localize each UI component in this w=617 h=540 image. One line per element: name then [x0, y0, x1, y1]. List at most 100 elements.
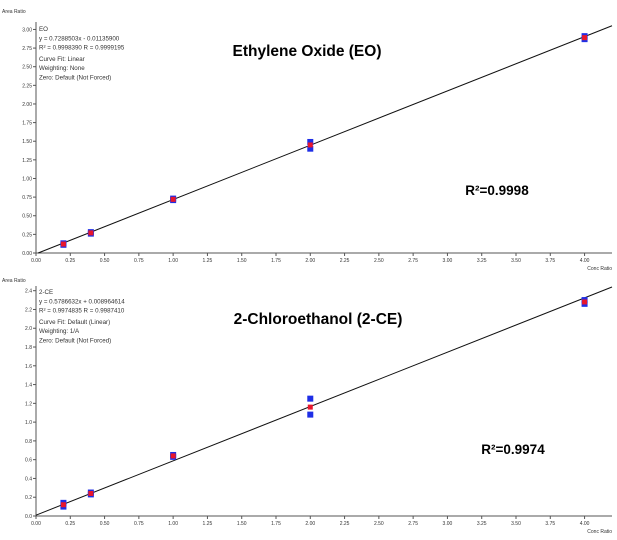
x-tick-label: 1.75 — [271, 521, 281, 527]
average-point — [307, 404, 313, 410]
y-tick-label: 1.50 — [22, 139, 32, 145]
x-tick-label: 0.00 — [31, 521, 41, 527]
x-tick-label: 4.00 — [580, 521, 590, 527]
x-tick-label: 1.50 — [237, 521, 247, 527]
y-tick-label: 2.4 — [25, 289, 32, 295]
y-tick-label: 1.2 — [25, 401, 32, 407]
x-tick-label: 3.50 — [511, 258, 521, 264]
average-point — [170, 453, 176, 459]
x-tick-label: 1.50 — [237, 258, 247, 264]
chart-title: 2-Chloroethanol (2-CE) — [234, 311, 403, 328]
fit-equation: y = 0.7288503x - 0.01135900 — [39, 35, 120, 42]
y-tick-label: 2.2 — [25, 307, 32, 313]
x-tick-label: 2.50 — [374, 258, 384, 264]
y-tick-label: 0.8 — [25, 439, 32, 445]
chart-panel-2: 0.0 0.2 0.4 0.6 0.8 1.0 1.2 1.4 1.6 1.8 2.0 2.2 2.4 0… — [2, 278, 612, 535]
calibration-point — [307, 411, 314, 418]
y-tick-label: 2.0 — [25, 326, 32, 332]
x-axis-label: Conc Ratio — [587, 266, 612, 272]
y-tick-label: 0.4 — [25, 476, 32, 482]
y-tick-label: 0.2 — [25, 495, 32, 501]
x-axis-label: Conc Ratio — [587, 529, 612, 535]
zero-option: Zero: Default (Not Forced) — [39, 75, 111, 82]
x-tick-label: 2.75 — [408, 521, 418, 527]
weighting-type: Weighting: None — [39, 65, 85, 72]
curve-fit-type: Curve Fit: Default (Linear) — [39, 319, 110, 326]
y-tick-label: 0.0 — [25, 514, 32, 520]
y-tick-label: 1.75 — [22, 121, 32, 127]
regression-line — [37, 25, 613, 254]
y-tick-label: 0.00 — [22, 251, 32, 257]
x-tick-label: 3.25 — [477, 258, 487, 264]
r-squared-line: R² = 0.9974835 R = 0.9987410 — [39, 308, 125, 315]
x-tick-label: 0.75 — [134, 521, 144, 527]
average-point — [60, 241, 66, 247]
y-tick-label: 0.25 — [22, 232, 32, 238]
y-tick-label: 3.00 — [22, 27, 32, 33]
x-tick-label: 1.75 — [271, 258, 281, 264]
x-tick-label: 0.50 — [100, 521, 110, 527]
x-tick-label: 3.00 — [443, 258, 453, 264]
average-point — [88, 490, 94, 496]
y-tick-label: 1.00 — [22, 176, 32, 182]
y-tick-label: 0.75 — [22, 195, 32, 201]
regression-line — [35, 286, 613, 516]
fit-equation: y = 0.5786632x + 0.008964614 — [39, 298, 125, 305]
zero-option: Zero: Default (Not Forced) — [39, 338, 111, 345]
y-tick-label: 0.6 — [25, 458, 32, 464]
y-axis-label: Area Ratio — [2, 278, 26, 284]
y-tick-label: 2.75 — [22, 46, 32, 52]
x-tick-label: 3.50 — [511, 521, 521, 527]
r-squared-line: R² = 0.9998390 R = 0.9999195 — [39, 45, 125, 52]
y-tick-label: 1.8 — [25, 345, 32, 351]
x-tick-label: 2.75 — [408, 258, 418, 264]
x-tick-label: 3.75 — [545, 258, 555, 264]
x-tick-label: 4.00 — [580, 258, 590, 264]
y-tick-label: 1.25 — [22, 158, 32, 164]
calibration-point — [307, 145, 314, 152]
x-tick-label: 2.00 — [305, 258, 315, 264]
curve-fit-type: Curve Fit: Linear — [39, 56, 85, 63]
y-axis-label: Area Ratio — [2, 9, 26, 15]
y-tick-label: 1.0 — [25, 420, 32, 426]
r-squared-label: R²=0.9974 — [481, 442, 545, 457]
x-tick-label: 2.50 — [374, 521, 384, 527]
x-tick-label: 1.25 — [203, 258, 213, 264]
calibration-point — [307, 138, 314, 145]
y-tick-label: 2.25 — [22, 83, 32, 89]
y-tick-label: 1.6 — [25, 364, 32, 370]
x-tick-label: 2.00 — [305, 521, 315, 527]
x-tick-label: 0.50 — [100, 258, 110, 264]
chart-panel-1: 0.00 0.25 0.50 0.75 1.00 1.25 1.50 1.75 2.00 2.25… — [2, 9, 612, 272]
x-tick-label: 3.00 — [443, 521, 453, 527]
r-squared-label: R²=0.9998 — [465, 183, 529, 198]
calibration-point — [307, 395, 314, 402]
x-tick-label: 0.00 — [31, 258, 41, 264]
x-tick-label: 1.25 — [203, 521, 213, 527]
y-tick-label: 2.00 — [22, 102, 32, 108]
y-tick-label: 2.50 — [22, 65, 32, 71]
average-point — [307, 142, 313, 148]
x-tick-label: 0.25 — [65, 521, 75, 527]
average-point — [60, 502, 66, 508]
compound-name: 2-CE — [39, 289, 53, 296]
chart-title: Ethylene Oxide (EO) — [232, 43, 381, 60]
x-tick-label: 3.75 — [545, 521, 555, 527]
x-tick-label: 1.00 — [168, 521, 178, 527]
x-tick-label: 0.25 — [65, 258, 75, 264]
x-tick-label: 2.25 — [340, 258, 350, 264]
average-point — [170, 196, 176, 202]
weighting-type: Weighting: 1/A — [39, 328, 80, 335]
average-point — [582, 35, 588, 41]
x-tick-label: 3.25 — [477, 521, 487, 527]
x-tick-label: 0.75 — [134, 258, 144, 264]
compound-name: EO — [39, 26, 48, 33]
x-tick-label: 1.00 — [168, 258, 178, 264]
y-tick-label: 0.50 — [22, 214, 32, 220]
x-tick-label: 2.25 — [340, 521, 350, 527]
average-point — [88, 230, 94, 236]
y-tick-label: 1.4 — [25, 383, 32, 389]
average-point — [582, 299, 588, 305]
